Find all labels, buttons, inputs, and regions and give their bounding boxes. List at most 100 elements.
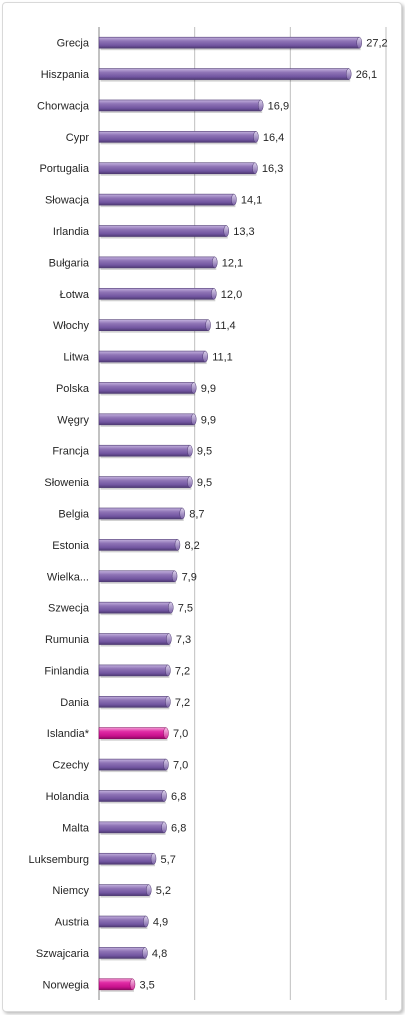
bar-body bbox=[98, 382, 195, 394]
highlighted-bar-body bbox=[98, 978, 133, 991]
category-label: Estonia bbox=[52, 540, 90, 552]
bar-body bbox=[98, 444, 191, 457]
bar-body bbox=[98, 915, 147, 928]
category-label: Luksemburg bbox=[28, 854, 89, 866]
value-label: 9,5 bbox=[197, 446, 212, 458]
bar-cap bbox=[174, 539, 181, 551]
category-label: Belgia bbox=[58, 509, 89, 521]
bar bbox=[98, 601, 174, 616]
category-label: Cypr bbox=[66, 132, 90, 144]
category-label: Niemcy bbox=[52, 885, 89, 897]
value-label: 7,9 bbox=[182, 571, 197, 583]
value-label: 9,5 bbox=[197, 477, 212, 489]
category-label: Polska bbox=[56, 383, 90, 395]
bar-cap bbox=[223, 225, 229, 237]
bar-body bbox=[98, 507, 183, 520]
category-label: Norwegia bbox=[43, 979, 90, 991]
bar-cap bbox=[190, 413, 197, 426]
bar-cap bbox=[129, 978, 136, 991]
bar-cap bbox=[211, 288, 217, 300]
category-label: Austria bbox=[55, 917, 90, 929]
bar-cap bbox=[187, 476, 193, 488]
value-label: 9,9 bbox=[201, 383, 216, 395]
bar-body bbox=[98, 539, 178, 551]
value-label: 11,1 bbox=[212, 352, 233, 364]
bar bbox=[98, 444, 193, 459]
bar-cap bbox=[171, 570, 178, 583]
bar bbox=[98, 915, 149, 930]
bar bbox=[98, 539, 181, 553]
value-label: 4,9 bbox=[153, 917, 168, 929]
highlighted-bar-body bbox=[98, 727, 167, 740]
value-label: 16,9 bbox=[268, 100, 289, 112]
bar bbox=[98, 287, 217, 302]
bar-cap bbox=[165, 664, 171, 677]
bar-body bbox=[98, 758, 167, 771]
bar-body bbox=[98, 162, 256, 175]
bar bbox=[98, 350, 208, 365]
value-label: 3,5 bbox=[139, 979, 154, 991]
bar-cap bbox=[212, 256, 218, 269]
value-label: 16,4 bbox=[263, 132, 284, 144]
bar-body bbox=[98, 633, 170, 645]
bar-body bbox=[98, 947, 146, 959]
bar bbox=[98, 131, 259, 145]
bar-cap bbox=[345, 68, 352, 80]
bar bbox=[98, 978, 136, 992]
bar-cap bbox=[163, 758, 169, 771]
bar-cap bbox=[187, 444, 193, 457]
bar-body bbox=[98, 225, 227, 237]
category-label: Portugalia bbox=[39, 163, 89, 175]
category-label: Słowenia bbox=[44, 477, 90, 489]
bar-cap bbox=[163, 727, 169, 739]
bar-body bbox=[98, 476, 191, 488]
bar bbox=[98, 852, 157, 867]
bar bbox=[98, 193, 237, 208]
category-label: Czechy bbox=[52, 760, 89, 772]
bar-cap bbox=[231, 193, 237, 206]
bar-cap bbox=[143, 915, 149, 928]
value-label: 9,9 bbox=[201, 414, 216, 426]
value-label: 5,7 bbox=[161, 854, 176, 866]
bar bbox=[98, 821, 167, 835]
bar-body bbox=[98, 413, 195, 426]
value-label: 16,3 bbox=[262, 163, 283, 175]
bar-cap bbox=[253, 131, 259, 143]
value-label: 12,0 bbox=[221, 289, 242, 301]
bar-cap bbox=[165, 696, 171, 708]
category-label: Francja bbox=[52, 446, 90, 458]
category-label: Grecja bbox=[57, 38, 90, 50]
bar-cap bbox=[142, 947, 148, 959]
value-label: 8,7 bbox=[189, 509, 204, 521]
bar-body bbox=[98, 36, 360, 49]
category-label: Hiszpania bbox=[41, 69, 90, 81]
bar-body bbox=[98, 287, 215, 300]
bar bbox=[98, 507, 185, 521]
bar-body bbox=[98, 601, 172, 614]
value-label: 27,2 bbox=[366, 38, 387, 50]
category-label: Finlandia bbox=[44, 665, 90, 677]
value-label: 26,1 bbox=[356, 69, 377, 81]
category-label: Irlandia bbox=[53, 226, 90, 238]
bar-cap bbox=[161, 790, 167, 802]
category-label: Dania bbox=[60, 697, 90, 709]
bar bbox=[98, 884, 152, 898]
bar-body bbox=[98, 68, 349, 80]
value-label: 7,3 bbox=[176, 634, 191, 646]
category-label: Malta bbox=[62, 822, 90, 834]
bar-body bbox=[98, 696, 169, 708]
bar-body bbox=[98, 790, 165, 802]
bar-cap bbox=[205, 319, 211, 331]
bar-body bbox=[98, 821, 165, 834]
bar-body bbox=[98, 99, 261, 112]
bar bbox=[98, 256, 218, 270]
value-label: 12,1 bbox=[222, 257, 243, 269]
category-label: Szwecja bbox=[48, 603, 90, 615]
bar-body bbox=[98, 256, 216, 269]
bar bbox=[98, 696, 171, 710]
category-label: Holandia bbox=[46, 791, 90, 803]
value-label: 6,8 bbox=[171, 791, 186, 803]
category-label: Wielka... bbox=[47, 571, 89, 583]
category-label: Włochy bbox=[53, 320, 90, 332]
